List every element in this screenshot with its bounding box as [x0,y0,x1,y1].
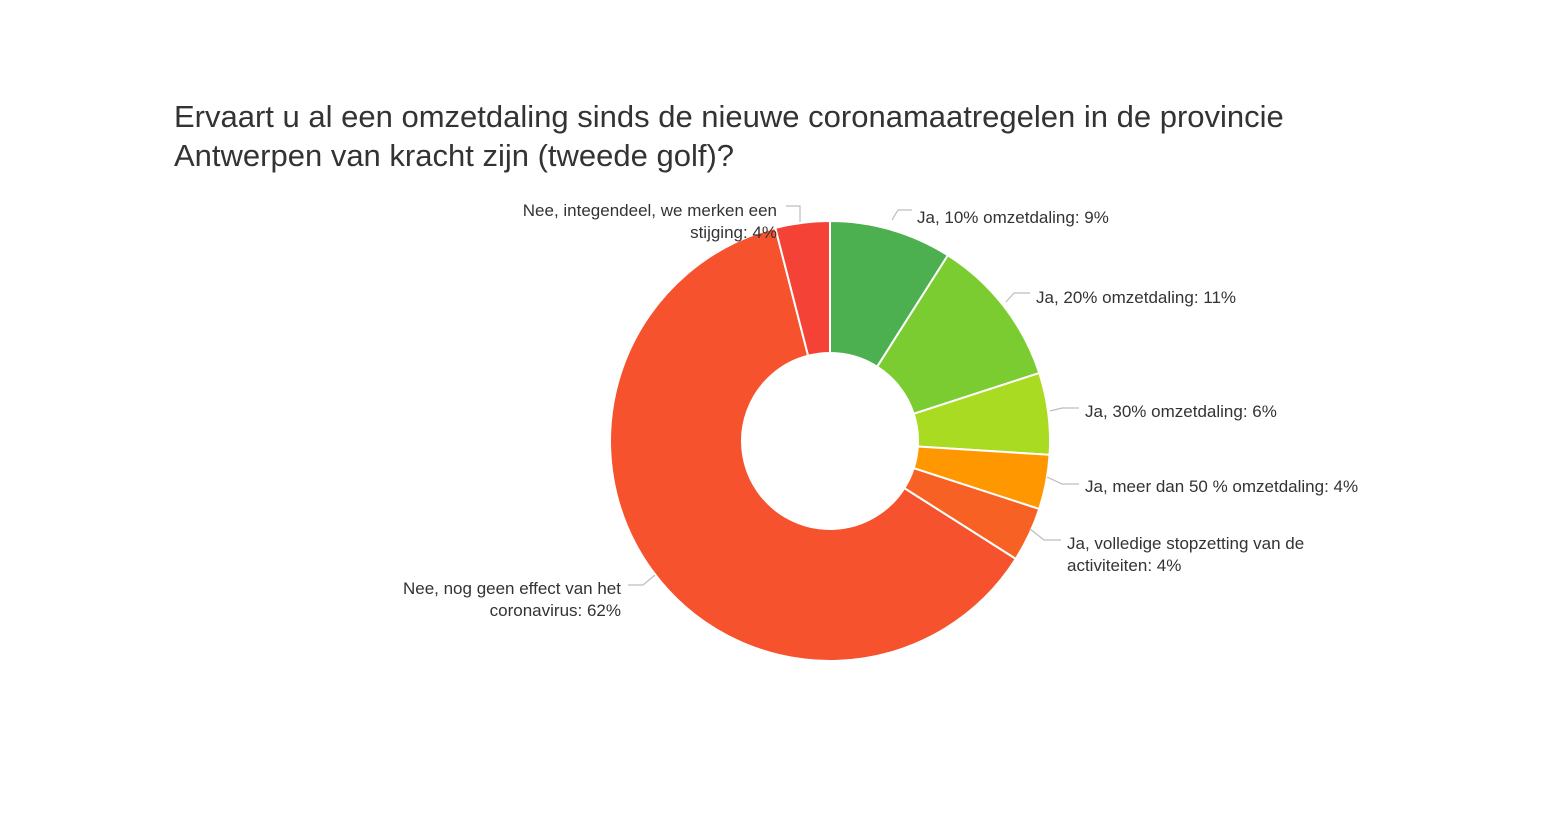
slice-label-3: Ja, 30% omzetdaling: 6% [1085,402,1277,421]
slice-label-7-line-1: Nee, integendeel, we merken een [523,201,777,220]
leader-line-4 [1046,476,1079,485]
slice-label-4: Ja, meer dan 50 % omzetdaling: 4% [1085,477,1358,496]
slice-labels: Ja, 10% omzetdaling: 9% Ja, 20% omzetdali… [403,201,1358,620]
leader-line-6 [628,574,656,586]
chart-title-line-1: Ervaart u al een omzetdaling sinds de ni… [174,99,1284,134]
donut-slice-2 [875,253,1041,416]
slice-label-2-line-1: Ja, 20% omzetdaling: 11% [1036,288,1236,307]
slice-label-5-line-1: Ja, volledige stopzetting van de [1067,534,1304,553]
slice-label-1-line-1: Ja, 10% omzetdaling: 9% [917,208,1109,227]
leader-line-7 [786,205,801,222]
leader-line-2 [1005,292,1030,303]
slice-label-4-line-1: Ja, meer dan 50 % omzetdaling: 4% [1085,477,1358,496]
slice-label-5: Ja, volledige stopzetting van de activite… [1067,534,1304,575]
chart-title: Ervaart u al een omzetdaling sinds de ni… [174,97,1474,175]
leader-line-1 [891,209,912,221]
donut-slice-7 [774,219,831,357]
leader-line-5 [1029,528,1061,541]
slice-label-1: Ja, 10% omzetdaling: 9% [917,208,1109,227]
slice-label-6-line-1: Nee, nog geen effect van het [403,579,621,598]
slice-label-3-line-1: Ja, 30% omzetdaling: 6% [1085,402,1277,421]
slice-label-2: Ja, 20% omzetdaling: 11% [1036,288,1236,307]
label-leader-lines [628,205,1079,586]
leader-line-3 [1049,407,1079,412]
donut-slices [609,219,1051,662]
slice-label-6: Nee, nog geen effect van het coronavirus:… [403,579,621,620]
slice-label-7-line-2: stijging: 4% [690,223,777,242]
slice-label-7: Nee, integendeel, we merken een stijging:… [523,201,777,242]
donut-slice-6 [609,226,1018,662]
slice-label-6-line-2: coronavirus: 62% [490,601,621,620]
slice-label-5-line-2: activiteiten: 4% [1067,556,1181,575]
chart-title-line-2: Antwerpen van kracht zijn (tweede golf)? [174,138,735,173]
